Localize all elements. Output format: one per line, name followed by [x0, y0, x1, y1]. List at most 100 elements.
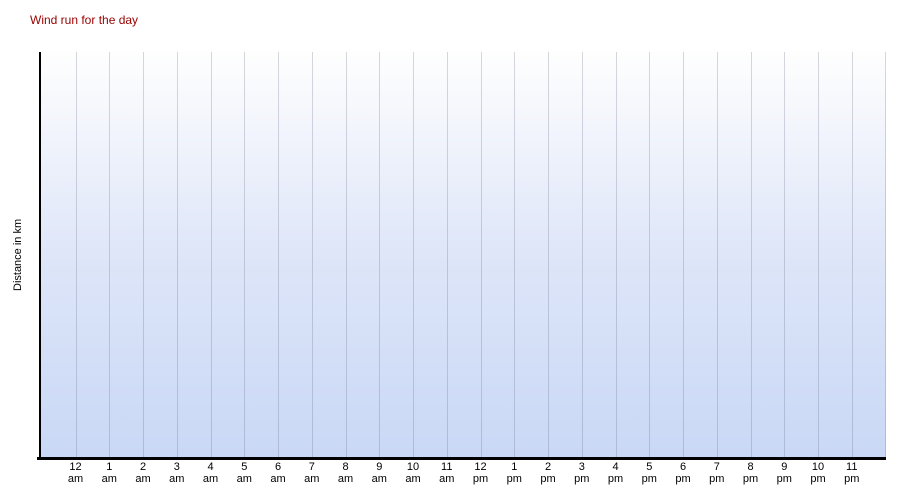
x-tick-hour: 6 — [679, 461, 687, 473]
gridline — [143, 52, 144, 457]
x-tick-meridiem: pm — [675, 473, 691, 485]
x-tick-meridiem: am — [135, 473, 151, 485]
x-tick-hour: 7 — [713, 461, 720, 473]
x-tick-label: 9 am — [359, 461, 399, 485]
gridline — [716, 52, 718, 457]
chart-title: Wind run for the day — [30, 13, 139, 27]
gridline — [109, 52, 111, 457]
x-tick-meridiem: am — [67, 473, 84, 485]
x-tick-label: 7 pm — [697, 461, 737, 485]
x-tick-hour: 11 — [846, 461, 858, 473]
y-axis-line — [39, 52, 41, 457]
x-tick-hour: 9 — [376, 461, 383, 473]
plot-area — [41, 52, 886, 457]
x-tick-hour: 8 — [342, 461, 349, 473]
x-tick-hour: 4 — [207, 461, 214, 473]
gridline — [548, 52, 549, 457]
gridline — [75, 52, 77, 457]
x-tick-label: 5 am — [224, 461, 264, 485]
x-tick-label: 2 am — [123, 461, 163, 485]
x-tick-label: 1 pm — [494, 461, 534, 485]
x-tick-meridiem: pm — [574, 473, 590, 485]
gridline — [345, 52, 347, 457]
x-tick-hour: 8 — [747, 461, 754, 473]
gridline — [818, 52, 819, 457]
gridline — [615, 52, 617, 457]
x-tick-hour: 2 — [139, 461, 147, 473]
x-tick-label: 10 pm — [798, 461, 838, 485]
x-tick-hour: 3 — [173, 461, 180, 473]
gridline — [649, 52, 651, 457]
x-tick-meridiem: am — [202, 473, 219, 485]
gridline — [413, 52, 414, 457]
x-tick-meridiem: pm — [776, 473, 792, 485]
x-tick-hour: 2 — [544, 461, 552, 473]
x-axis-line — [37, 457, 886, 460]
x-tick-hour: 5 — [241, 461, 248, 473]
x-tick-label: 1 am — [89, 461, 129, 485]
gridline — [379, 52, 381, 457]
x-tick-hour: 7 — [308, 461, 315, 473]
x-tick-hour: 1 — [511, 461, 518, 473]
x-tick-hour: 9 — [781, 461, 788, 473]
x-tick-hour: 10 — [811, 461, 825, 473]
x-tick-meridiem: am — [337, 473, 354, 485]
x-tick-label: 3 pm — [562, 461, 602, 485]
x-tick-label: 9 pm — [764, 461, 804, 485]
gridline — [581, 52, 583, 457]
x-tick-meridiem: pm — [709, 473, 725, 485]
gridline — [278, 52, 279, 457]
x-tick-meridiem: pm — [810, 473, 826, 485]
x-tick-hour: 10 — [406, 461, 420, 473]
x-tick-label: 10 am — [393, 461, 433, 485]
gridline — [210, 52, 212, 457]
x-tick-meridiem: pm — [472, 473, 489, 485]
x-tick-hour: 6 — [274, 461, 282, 473]
gridline — [851, 52, 853, 457]
x-tick-label: 2 pm — [528, 461, 568, 485]
x-tick-label: 12 pm — [461, 461, 501, 485]
x-axis-tick-labels: 12 am 1 am 2 am 3 am 4 am 5 am 6 am 7 am 8 am 9 am 10 am 11 am 1… — [0, 461, 900, 491]
x-tick-meridiem: am — [270, 473, 286, 485]
x-tick-meridiem: pm — [506, 473, 522, 485]
gridline — [750, 52, 752, 457]
x-tick-hour: 4 — [612, 461, 619, 473]
gridline — [514, 52, 516, 457]
x-tick-label: 8 am — [326, 461, 366, 485]
x-tick-meridiem: am — [101, 473, 117, 485]
x-tick-label: 5 pm — [629, 461, 669, 485]
x-tick-label: 8 pm — [731, 461, 771, 485]
x-tick-hour: 11 — [441, 461, 453, 473]
gridline — [311, 52, 313, 457]
x-tick-meridiem: am — [304, 473, 320, 485]
x-tick-hour: 3 — [578, 461, 585, 473]
gridline — [683, 52, 684, 457]
x-tick-meridiem: pm — [641, 473, 657, 485]
x-tick-label: 11 pm — [832, 461, 872, 485]
gridline — [176, 52, 178, 457]
x-tick-meridiem: pm — [607, 473, 624, 485]
x-tick-label: 4 pm — [596, 461, 636, 485]
gridline — [480, 52, 482, 457]
x-tick-hour: 12 — [69, 461, 82, 473]
x-tick-meridiem: am — [371, 473, 387, 485]
gridline — [784, 52, 786, 457]
gridline — [446, 52, 448, 457]
x-tick-hour: 1 — [106, 461, 113, 473]
x-tick-meridiem: am — [236, 473, 252, 485]
x-tick-label: 4 am — [191, 461, 231, 485]
x-tick-label: 3 am — [157, 461, 197, 485]
x-tick-label: 7 am — [292, 461, 332, 485]
gridline — [885, 52, 886, 457]
x-tick-hour: 5 — [646, 461, 653, 473]
x-tick-meridiem: pm — [742, 473, 759, 485]
y-axis-label: Distance in km — [12, 218, 24, 291]
x-tick-meridiem: am — [169, 473, 185, 485]
x-tick-meridiem: am — [405, 473, 421, 485]
x-tick-meridiem: pm — [844, 473, 860, 485]
x-tick-label: 11 am — [427, 461, 467, 485]
gridline — [244, 52, 246, 457]
x-tick-meridiem: am — [439, 473, 455, 485]
x-tick-hour: 12 — [474, 461, 487, 473]
